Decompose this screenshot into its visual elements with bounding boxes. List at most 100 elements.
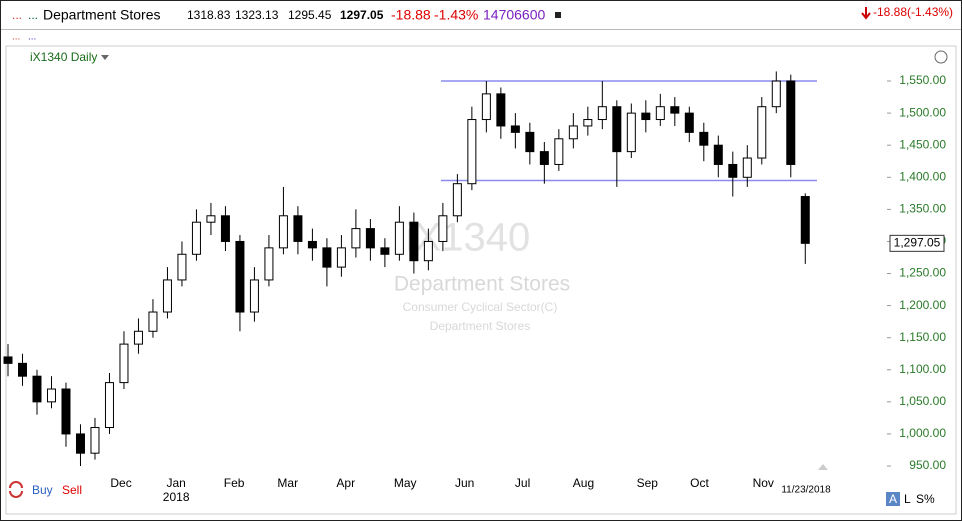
candle-body [423,240,433,262]
x-tick-label: Oct [690,476,709,490]
candle-body [133,330,143,345]
candle-body [510,125,520,133]
x-tick-label: Jan [166,476,185,490]
candle-body [61,388,71,435]
a-label[interactable]: A [889,492,897,506]
candle-body [191,221,201,255]
x-tick-label: Aug [573,476,594,490]
candle-body [641,112,651,121]
y-tick-label: 1,000.00 [899,426,946,440]
chart-panel [5,45,957,515]
down-arrow [861,7,871,20]
candle-body [249,279,259,313]
candle-body [626,112,636,153]
symbol-period[interactable]: iX1340 Daily [30,50,97,64]
x-tick-label: Dec [110,476,131,490]
y-tick-label: 950.00 [909,458,946,472]
scroll-arrow[interactable] [818,464,828,470]
candle-body [278,215,288,249]
y-tick-label: 1,150.00 [899,330,946,344]
y-tick-label: 1,200.00 [899,298,946,312]
y-tick-label: 1,400.00 [899,169,946,183]
low: 1295.45 [288,8,332,22]
candle-body [655,106,665,121]
candle-body [90,427,100,454]
candle-body [75,433,85,454]
candle-body [481,93,491,121]
x-tick-label: May [394,476,417,490]
candle-body [148,311,158,332]
y-tick-label: 1,350.00 [899,202,946,216]
dots: ... [28,8,38,22]
candle-body [728,163,738,178]
y-tick-label: 1,100.00 [899,362,946,376]
candle-body [699,131,709,146]
end-date: 11/23/2018 [781,485,831,496]
candle-body [452,183,462,217]
candle-body [3,356,13,364]
menu-square[interactable] [555,12,561,18]
watermark-name: Department Stores [394,273,570,296]
candle-body [307,240,317,249]
candle-body [786,80,796,165]
x-tick-label: Jun [455,476,474,490]
x-tick-label: Feb [224,476,245,490]
sell[interactable]: Sell [62,483,82,497]
candle-body [713,144,723,165]
close: 1297.05 [340,8,384,22]
candle-body [597,106,607,121]
change: -18.88 [391,7,431,23]
a-button[interactable] [886,492,900,506]
dropdown[interactable] [101,55,109,60]
candle-body [438,215,448,242]
trade-icon[interactable] [9,481,23,498]
candle-body [612,106,622,153]
candle-body [336,247,346,268]
candle-body [293,215,303,242]
candle-body [568,125,578,140]
y-tick-label: 1,050.00 [899,394,946,408]
candle-body [670,106,680,114]
open: 1318.83 [187,8,231,22]
l-label[interactable]: L [904,492,911,506]
y-tick-label: 1,250.00 [899,266,946,280]
candle-body [351,228,361,249]
candle-body [409,221,419,262]
dots: ... [12,32,20,43]
right-change: -18.88(-1.43%) [873,5,953,19]
y-tick-label: 1,450.00 [899,137,946,151]
watermark-industry: Department Stores [430,319,531,333]
candle-body [235,240,245,313]
y-tick-label: 1,500.00 [899,105,946,119]
candle-body [264,247,274,281]
candle-body [104,382,114,429]
candle-body [119,343,129,384]
last-price-box [889,234,945,252]
x-tick-label: Mar [277,476,298,490]
candle-body [322,247,332,268]
x-tick-label: Jul [515,476,530,490]
x-tick-label: Nov [753,476,774,490]
candle-body [800,196,810,244]
candle-body [757,106,767,159]
candle-body [206,215,216,223]
settings-icon[interactable] [934,50,948,64]
high: 1323.13 [235,8,279,22]
x-tick-label: Apr [336,476,355,490]
candle-body [496,93,506,127]
candle-body [46,388,56,403]
candle-body [32,375,42,403]
volume: 14706600 [483,7,546,23]
buy[interactable]: Buy [32,483,53,497]
candle-body [220,215,230,242]
candle-body [467,119,477,185]
candle-body [394,221,404,255]
s-label[interactable]: S% [916,492,935,506]
candle-body [177,253,187,281]
candle-body [771,80,781,108]
y-tick-label: 1,550.00 [899,73,946,87]
x-tick-label: Sep [637,476,659,490]
change-pct: -1.43% [434,7,478,23]
title: Department Stores [43,7,161,23]
